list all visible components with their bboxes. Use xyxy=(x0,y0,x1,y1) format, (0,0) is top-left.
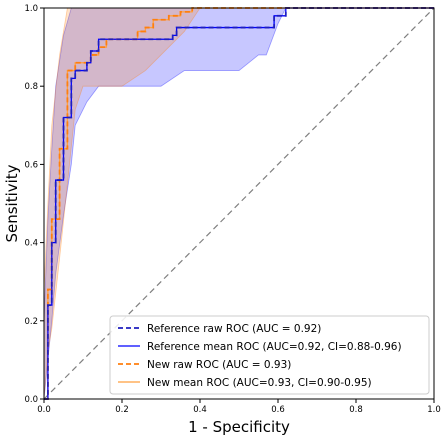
y-tick-label: 0.0 xyxy=(24,395,38,405)
x-tick-label: 0.2 xyxy=(115,405,129,415)
series-line-1 xyxy=(44,7,434,400)
y-tick-label: 0.8 xyxy=(24,82,38,92)
y-axis-title: Sensitivity xyxy=(3,164,21,242)
legend: Reference raw ROC (AUC = 0.92) Reference … xyxy=(109,315,430,395)
y-tick-label: 0.6 xyxy=(24,160,38,170)
legend-label-3: New raw ROC (AUC = 0.93) xyxy=(147,359,291,371)
plot-frame xyxy=(43,7,435,400)
legend-label-4: New mean ROC (AUC=0.93, CI=0.90-0.95) xyxy=(147,377,372,389)
x-tick-label: 0.8 xyxy=(349,405,363,415)
y-tick-label: 1.0 xyxy=(24,4,38,14)
legend-box xyxy=(109,315,430,395)
y-tick-label: 0.4 xyxy=(24,239,38,249)
legend-label-1: Reference raw ROC (AUC = 0.92) xyxy=(147,323,321,335)
chance-diagonal-line xyxy=(43,7,435,400)
y-tick-label: 0.2 xyxy=(24,317,38,327)
x-tick-label: 1.0 xyxy=(427,405,441,415)
x-tick-label: 0.4 xyxy=(193,405,207,415)
series-line-3 xyxy=(44,7,434,400)
x-axis-title: 1 - Specificity xyxy=(188,418,290,436)
legend-label-2: Reference mean ROC (AUC=0.92, CI=0.88-0.… xyxy=(147,341,402,353)
x-tick-label: 0.0 xyxy=(37,405,51,415)
x-tick-label: 0.6 xyxy=(271,405,285,415)
